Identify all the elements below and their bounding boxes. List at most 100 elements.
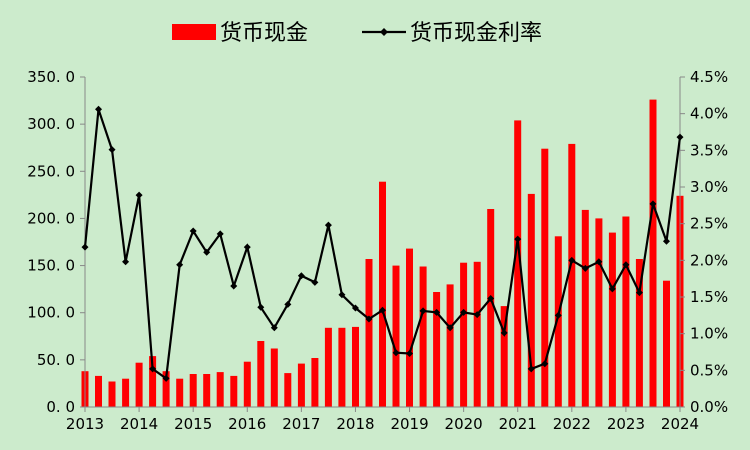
y-right-tick-label: 1.0% (690, 325, 728, 343)
bar (663, 280, 670, 407)
axes: 0. 0 50. 0 100. 0 150. 0 200. 0 250. 0 300. 0 3… (27, 68, 728, 433)
line-point (554, 311, 562, 319)
line-point (446, 324, 454, 332)
line-point (487, 294, 495, 302)
y-right-tick-label: 1.5% (690, 288, 728, 306)
bar (541, 148, 549, 407)
line-point (527, 365, 535, 373)
y-right-tick-label: 2.5% (690, 215, 728, 233)
line-point (270, 324, 278, 332)
y-right-tick-label: 0.5% (690, 361, 728, 379)
legend: 货币现金 货币现金利率 (172, 21, 542, 46)
bar (149, 356, 157, 407)
bar (608, 232, 616, 407)
y-right-tick-label: 0.0% (690, 398, 728, 416)
x-tick-label: 2020 (445, 415, 483, 433)
line-point (149, 365, 157, 373)
line-point (176, 261, 184, 269)
line-point (95, 105, 103, 113)
line-point (257, 303, 265, 311)
legend-label-bar: 货币现金 (220, 21, 308, 46)
x-tick-label: 2017 (282, 415, 320, 433)
line-point (338, 291, 346, 299)
bar (514, 120, 522, 408)
line-point (622, 261, 630, 269)
y-right-tick-label: 3.5% (690, 141, 728, 159)
x-tick-label: 2018 (336, 415, 374, 433)
line-series (81, 105, 684, 382)
bar (122, 378, 130, 407)
bar (352, 326, 359, 407)
y-right-tick-label: 2.0% (690, 251, 728, 269)
bar (446, 284, 454, 407)
line-point (216, 230, 224, 238)
x-tick-label: 2015 (174, 415, 212, 433)
line-point (514, 235, 522, 243)
bar (243, 361, 251, 407)
x-tick-label: 2013 (66, 415, 104, 433)
line-point (608, 285, 616, 293)
line-point (392, 349, 400, 357)
bar (581, 209, 589, 407)
line-point (243, 243, 251, 251)
line-point (595, 258, 603, 266)
bar (284, 373, 292, 407)
line-point (433, 308, 441, 316)
bar (527, 193, 535, 407)
legend-label-line: 货币现金利率 (410, 21, 542, 46)
bar (270, 348, 278, 407)
line-point (81, 243, 89, 251)
bar (324, 327, 332, 407)
bar (649, 99, 657, 407)
line-point (324, 221, 332, 229)
bar (392, 265, 400, 407)
legend-line-marker (380, 28, 388, 36)
x-tick-label: 2023 (607, 415, 645, 433)
line-point (365, 315, 373, 323)
line-point (379, 306, 386, 314)
y-left-tick-label: 350. 0 (27, 68, 75, 86)
line-point (662, 237, 670, 245)
bar (203, 374, 211, 407)
y-right-tick-label: 4.5% (690, 68, 728, 86)
y-left-tick-label: 0. 0 (46, 398, 75, 416)
legend-bar-swatch (172, 24, 216, 40)
x-tick-label: 2024 (661, 415, 699, 433)
bar (297, 363, 305, 407)
y-left-tick-label: 100. 0 (27, 304, 75, 322)
line-point (284, 300, 292, 308)
bar (568, 143, 576, 407)
y-right-tick-label: 3.0% (690, 178, 728, 196)
y-left-tick-label: 150. 0 (27, 257, 75, 275)
x-tick-label: 2014 (120, 415, 158, 433)
y-left-tick-label: 300. 0 (27, 115, 75, 133)
bar (595, 218, 603, 407)
bar (176, 378, 184, 407)
bar (406, 248, 413, 407)
bar (257, 341, 265, 407)
bar (189, 374, 197, 407)
line-point (649, 200, 657, 208)
bar (487, 209, 495, 407)
x-tick-label: 2016 (228, 415, 266, 433)
line-point (135, 191, 143, 199)
bar (365, 259, 373, 407)
line-point (460, 308, 468, 316)
line-point (108, 146, 116, 154)
line-point (581, 264, 589, 272)
x-tick-label: 2021 (499, 415, 537, 433)
bar (473, 261, 481, 407)
line-point (635, 289, 643, 297)
bar (135, 362, 143, 407)
y-right-tick-label: 4.0% (690, 105, 728, 123)
line-point (406, 349, 414, 357)
bar (554, 236, 562, 407)
line-point (297, 272, 305, 280)
bar (419, 266, 427, 407)
bar (338, 327, 346, 407)
bar (635, 259, 643, 407)
y-left-tick-label: 250. 0 (27, 162, 75, 180)
bar (433, 292, 441, 407)
line-point (162, 374, 170, 382)
x-tick-label: 2019 (390, 415, 428, 433)
